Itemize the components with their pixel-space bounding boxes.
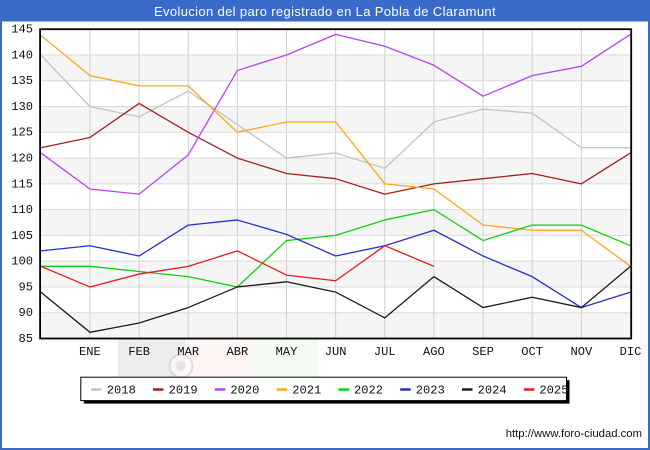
svg-text:SEP: SEP: [472, 345, 494, 359]
svg-text:2022: 2022: [354, 384, 383, 398]
svg-text:MAY: MAY: [276, 345, 299, 359]
svg-text:NOV: NOV: [570, 345, 593, 359]
svg-text:2021: 2021: [292, 384, 321, 398]
svg-text:2020: 2020: [230, 384, 259, 398]
svg-text:125: 125: [11, 126, 33, 140]
svg-text:2023: 2023: [416, 384, 445, 398]
svg-text:95: 95: [18, 280, 33, 294]
svg-text:100: 100: [11, 255, 33, 269]
svg-text:OCT: OCT: [521, 345, 543, 359]
svg-text:ABR: ABR: [226, 345, 248, 359]
svg-text:JUL: JUL: [374, 345, 396, 359]
svg-text:http://www.foro-ciudad.com: http://www.foro-ciudad.com: [506, 428, 642, 440]
svg-text:2025: 2025: [539, 384, 568, 398]
svg-text:MAR: MAR: [177, 345, 199, 359]
svg-text:135: 135: [11, 74, 33, 88]
svg-text:DIC: DIC: [620, 345, 642, 359]
svg-text:130: 130: [11, 100, 33, 114]
svg-text:120: 120: [11, 151, 33, 165]
svg-text:110: 110: [11, 203, 33, 217]
svg-text:105: 105: [11, 229, 33, 243]
svg-text:AGO: AGO: [423, 345, 445, 359]
svg-text:2019: 2019: [169, 384, 198, 398]
svg-text:140: 140: [11, 48, 33, 62]
svg-text:145: 145: [11, 23, 33, 37]
svg-text:90: 90: [18, 306, 33, 320]
svg-text:2018: 2018: [107, 384, 136, 398]
svg-text:ENE: ENE: [79, 345, 101, 359]
svg-text:FEB: FEB: [128, 345, 150, 359]
svg-text:85: 85: [18, 332, 33, 346]
svg-text:2024: 2024: [478, 384, 507, 398]
svg-text:JUN: JUN: [325, 345, 347, 359]
svg-text:Evolucion del paro registrado: Evolucion del paro registrado en La Pobl…: [154, 4, 496, 19]
svg-text:115: 115: [11, 177, 33, 191]
